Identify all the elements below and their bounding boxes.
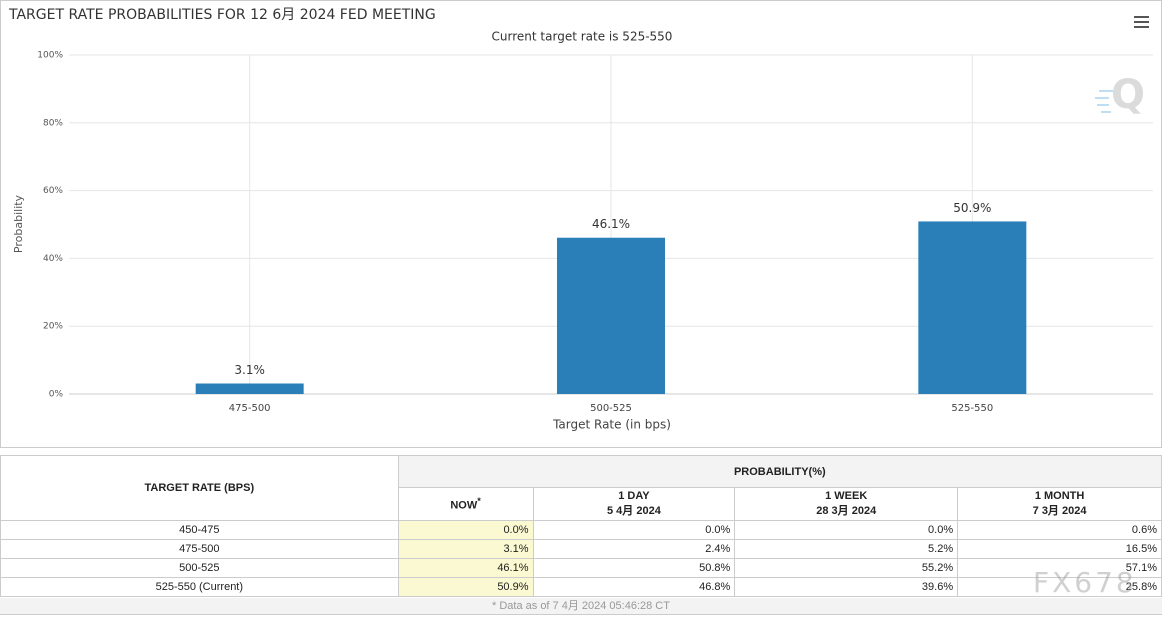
rate-cell: 450-475 — [0, 520, 399, 540]
probability-cell: 16.5% — [957, 539, 1162, 559]
column-label: 1 MONTH — [1034, 490, 1085, 502]
footnote: * Data as of 7 4月 2024 05:46:28 CT — [0, 598, 1162, 615]
probability-cell: 55.2% — [734, 558, 959, 578]
probability-cell: 25.8% — [957, 577, 1162, 597]
probability-cell: 0.0% — [532, 520, 736, 540]
column-label: 1 DAY — [618, 490, 650, 502]
chart-title: TARGET RATE PROBABILITIES FOR 12 6月 2024… — [8, 7, 436, 23]
column-note: * — [477, 496, 481, 507]
y-tick-label: 40% — [43, 254, 63, 264]
svg-text:Q: Q — [1111, 72, 1145, 118]
column-date: 5 4月 2024 — [607, 505, 661, 517]
x-axis-label: Target Rate (in bps) — [552, 418, 671, 432]
data-label: 46.1% — [592, 217, 630, 231]
probability-cell: 39.6% — [734, 577, 959, 597]
y-tick-label: 100% — [37, 51, 63, 61]
probability-cell: 46.8% — [532, 577, 736, 597]
probability-cell: 0.0% — [397, 520, 534, 540]
probability-cell: 3.1% — [397, 539, 534, 559]
watermark: FX678 — [1033, 566, 1137, 599]
y-tick-label: 60% — [43, 186, 63, 196]
rate-cell: 525-550 (Current) — [0, 577, 399, 597]
rate-cell: 475-500 — [0, 539, 399, 559]
chart-subtitle: Current target rate is 525-550 — [492, 30, 673, 44]
rate-cell: 500-525 — [0, 558, 399, 578]
table-row: 525-550 (Current) 50.9% 46.8% 39.6% 25.8% — [0, 577, 1162, 597]
row-header: TARGET RATE (BPS) — [0, 455, 399, 521]
probability-table: TARGET RATE (BPS) PROBABILITY(%) NOW* 1 DA… — [0, 455, 1162, 597]
x-tick-label: 500-525 — [590, 403, 632, 414]
column-header: 1 DAY 5 4月 2024 — [532, 487, 736, 521]
y-tick-label: 80% — [43, 118, 63, 128]
probability-cell: 5.2% — [734, 539, 959, 559]
group-header: PROBABILITY(%) — [397, 455, 1162, 488]
column-header: NOW* — [397, 487, 534, 521]
bar — [918, 221, 1027, 394]
column-date: 7 3月 2024 — [1032, 505, 1087, 517]
probability-cell: 0.0% — [734, 520, 959, 540]
column-header: 1 WEEK 28 3月 2024 — [734, 487, 959, 521]
bar — [557, 237, 665, 394]
chart-panel: TARGET RATE PROBABILITIES FOR 12 6月 2024… — [0, 0, 1162, 448]
table-row: 475-500 3.1% 2.4% 5.2% 16.5% — [0, 539, 1162, 559]
x-tick-label: 475-500 — [229, 403, 271, 414]
y-tick-label: 20% — [43, 322, 63, 332]
column-header: 1 MONTH 7 3月 2024 — [957, 487, 1162, 521]
y-axis-label: Probability — [12, 194, 25, 253]
x-tick-label: 525-550 — [951, 403, 993, 414]
column-label: 1 WEEK — [825, 490, 868, 502]
probability-cell: 0.6% — [957, 520, 1162, 540]
data-label: 3.1% — [234, 363, 265, 377]
column-date: 28 3月 2024 — [816, 505, 877, 517]
table-row: 500-525 46.1% 50.8% 55.2% 57.1% — [0, 558, 1162, 578]
probability-cell: 50.9% — [397, 577, 534, 597]
column-label: NOW — [450, 499, 478, 512]
menu-icon[interactable] — [1134, 16, 1149, 28]
probability-cell: 50.8% — [532, 558, 736, 578]
logo-watermark: Q — [1095, 72, 1145, 118]
chart: TARGET RATE PROBABILITIES FOR 12 6月 2024… — [8, 7, 1153, 432]
probability-cell: 46.1% — [397, 558, 534, 578]
bar — [195, 383, 304, 394]
y-tick-label: 0% — [49, 390, 64, 400]
probability-cell: 2.4% — [532, 539, 736, 559]
table-row: 450-475 0.0% 0.0% 0.0% 0.6% — [0, 520, 1162, 540]
data-label: 50.9% — [953, 201, 991, 215]
